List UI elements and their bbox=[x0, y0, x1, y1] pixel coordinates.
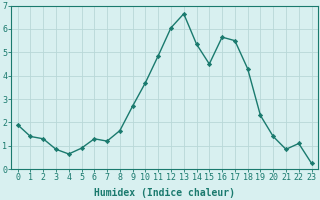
X-axis label: Humidex (Indice chaleur): Humidex (Indice chaleur) bbox=[94, 188, 235, 198]
